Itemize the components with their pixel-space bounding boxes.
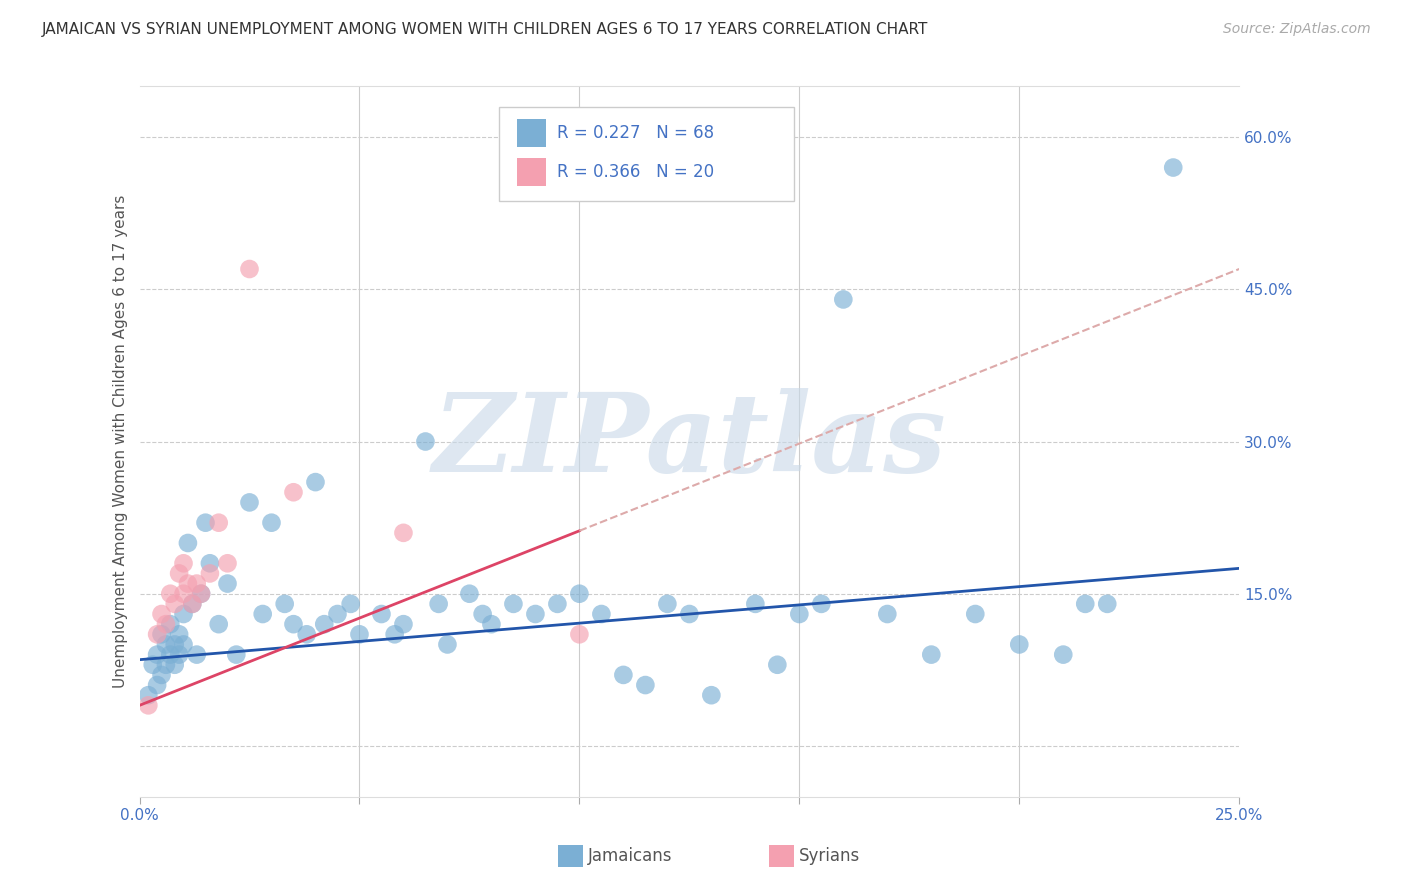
Point: [173, 607, 195, 621]
Point: [177, 536, 200, 550]
Point: [568, 627, 591, 641]
Point: [181, 597, 204, 611]
Point: [190, 587, 212, 601]
Point: [370, 607, 392, 621]
Point: [568, 587, 591, 601]
Point: [238, 262, 260, 277]
Point: [150, 607, 173, 621]
Point: [415, 434, 437, 449]
Point: [150, 668, 173, 682]
Point: [173, 556, 195, 570]
Text: Syrians: Syrians: [799, 847, 860, 865]
Point: [524, 607, 547, 621]
Point: [163, 597, 186, 611]
Point: [146, 678, 169, 692]
Point: [458, 587, 481, 601]
Point: [150, 627, 173, 641]
Point: [163, 657, 186, 672]
Point: [208, 516, 231, 530]
Point: [436, 637, 458, 651]
Point: [427, 597, 450, 611]
Point: [1097, 597, 1119, 611]
Text: ZIPatlas: ZIPatlas: [433, 388, 946, 495]
Point: [260, 516, 283, 530]
Point: [295, 627, 318, 641]
Point: [198, 556, 221, 570]
Point: [339, 597, 361, 611]
Point: [217, 576, 239, 591]
Text: JAMAICAN VS SYRIAN UNEMPLOYMENT AMONG WOMEN WITH CHILDREN AGES 6 TO 17 YEARS COR: JAMAICAN VS SYRIAN UNEMPLOYMENT AMONG WO…: [42, 22, 928, 37]
Point: [155, 617, 177, 632]
Point: [159, 617, 181, 632]
Point: [678, 607, 700, 621]
Point: [146, 627, 169, 641]
Point: [155, 637, 177, 651]
Point: [252, 607, 274, 621]
Point: [1008, 637, 1031, 651]
Point: [392, 525, 415, 540]
Point: [1052, 648, 1074, 662]
Point: [657, 597, 679, 611]
Point: [136, 698, 159, 713]
Point: [186, 576, 208, 591]
Point: [920, 648, 942, 662]
Point: [273, 597, 295, 611]
Point: [283, 617, 305, 632]
Point: [700, 688, 723, 702]
Point: [163, 637, 186, 651]
Point: [481, 617, 503, 632]
Y-axis label: Unemployment Among Women with Children Ages 6 to 17 years: Unemployment Among Women with Children A…: [114, 194, 128, 689]
Point: [789, 607, 811, 621]
Point: [173, 637, 195, 651]
Point: [208, 617, 231, 632]
Point: [471, 607, 494, 621]
Point: [177, 576, 200, 591]
Point: [304, 475, 326, 489]
Text: Jamaicans: Jamaicans: [588, 847, 672, 865]
Point: [159, 587, 181, 601]
Point: [217, 556, 239, 570]
Point: [173, 587, 195, 601]
Text: Source: ZipAtlas.com: Source: ZipAtlas.com: [1223, 22, 1371, 37]
Point: [876, 607, 898, 621]
Point: [146, 648, 169, 662]
Point: [283, 485, 305, 500]
Point: [155, 657, 177, 672]
Text: R = 0.366   N = 20: R = 0.366 N = 20: [557, 163, 714, 181]
Point: [810, 597, 832, 611]
Point: [502, 597, 524, 611]
Point: [384, 627, 406, 641]
Point: [612, 668, 634, 682]
Point: [136, 688, 159, 702]
Point: [181, 597, 204, 611]
Point: [965, 607, 987, 621]
Point: [194, 516, 217, 530]
Point: [167, 627, 190, 641]
Point: [167, 566, 190, 581]
Text: R = 0.227   N = 68: R = 0.227 N = 68: [557, 124, 714, 142]
Point: [314, 617, 336, 632]
Point: [766, 657, 789, 672]
Point: [546, 597, 568, 611]
Point: [634, 678, 657, 692]
Point: [238, 495, 260, 509]
Point: [167, 648, 190, 662]
Point: [198, 566, 221, 581]
Point: [225, 648, 247, 662]
Point: [326, 607, 349, 621]
Point: [186, 648, 208, 662]
Point: [190, 587, 212, 601]
Point: [832, 293, 855, 307]
Point: [1074, 597, 1097, 611]
Point: [591, 607, 613, 621]
Point: [159, 648, 181, 662]
Point: [1161, 161, 1184, 175]
Point: [744, 597, 766, 611]
Point: [142, 657, 165, 672]
Point: [349, 627, 371, 641]
Point: [392, 617, 415, 632]
